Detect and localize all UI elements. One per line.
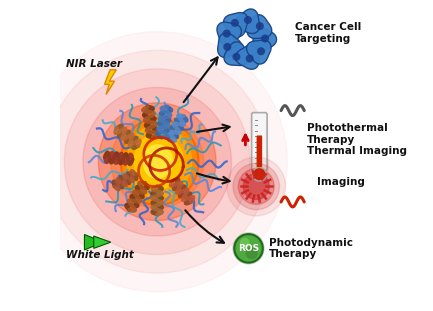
Circle shape (233, 53, 240, 61)
Circle shape (65, 69, 250, 255)
Text: ROS: ROS (238, 244, 259, 253)
Polygon shape (143, 144, 174, 179)
Circle shape (252, 167, 266, 181)
Polygon shape (84, 234, 103, 250)
Polygon shape (236, 9, 259, 34)
Polygon shape (253, 27, 277, 52)
Circle shape (98, 103, 216, 220)
Circle shape (246, 247, 258, 259)
Circle shape (123, 128, 191, 196)
Circle shape (238, 169, 274, 204)
Text: Imaging: Imaging (317, 177, 365, 187)
Circle shape (257, 47, 265, 55)
Circle shape (231, 19, 239, 27)
Circle shape (223, 43, 231, 51)
Polygon shape (94, 236, 111, 248)
Circle shape (256, 22, 264, 30)
Circle shape (227, 157, 286, 216)
Text: NIR Laser: NIR Laser (66, 59, 122, 69)
Circle shape (243, 174, 269, 199)
FancyBboxPatch shape (257, 136, 262, 167)
Circle shape (98, 103, 216, 220)
Circle shape (246, 54, 254, 63)
Circle shape (223, 30, 231, 38)
Circle shape (233, 163, 279, 210)
Circle shape (234, 234, 263, 262)
Circle shape (111, 115, 204, 208)
Polygon shape (217, 22, 242, 46)
Polygon shape (223, 12, 248, 37)
Polygon shape (224, 42, 249, 66)
FancyBboxPatch shape (252, 113, 267, 170)
Circle shape (240, 238, 250, 248)
Polygon shape (218, 33, 242, 58)
Circle shape (46, 50, 268, 273)
Polygon shape (104, 70, 116, 95)
Polygon shape (126, 125, 192, 199)
Polygon shape (121, 118, 198, 205)
Circle shape (261, 35, 269, 43)
Polygon shape (134, 133, 184, 190)
Text: Photothermal
Therapy
Thermal Imaging: Photothermal Therapy Thermal Imaging (307, 123, 407, 156)
Text: White Light: White Light (66, 250, 134, 260)
Text: Photodynamic
Therapy: Photodynamic Therapy (268, 238, 352, 259)
Polygon shape (246, 40, 271, 64)
Circle shape (83, 87, 232, 236)
Polygon shape (236, 45, 259, 69)
Circle shape (244, 16, 252, 24)
Polygon shape (247, 15, 272, 39)
Text: Cancer Cell
Targeting: Cancer Cell Targeting (295, 22, 361, 44)
Circle shape (233, 232, 265, 264)
